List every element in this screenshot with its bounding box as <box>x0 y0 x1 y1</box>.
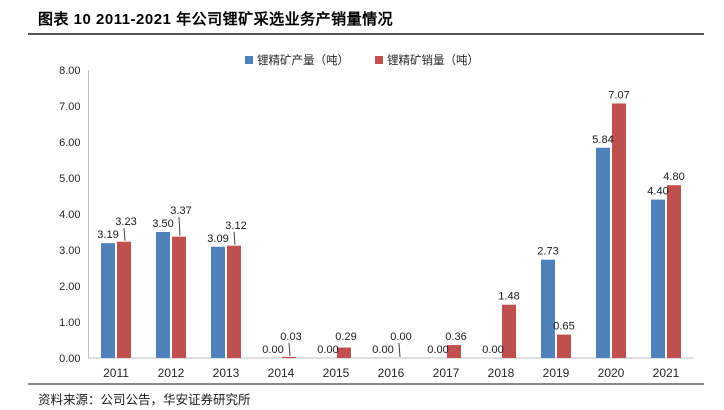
x-tick-label: 2012 <box>158 366 185 380</box>
bar-production <box>541 259 555 358</box>
value-label-production: 3.50 <box>152 218 173 230</box>
x-tick-label: 2013 <box>213 366 240 380</box>
bar-sales <box>667 185 681 358</box>
bar-sales <box>227 245 241 358</box>
x-tick-label: 2011 <box>103 366 129 380</box>
value-label-production: 3.09 <box>207 233 228 245</box>
source-note: 资料来源：公司公告，华安证券研究所 <box>38 393 251 407</box>
y-tick-label: 0.00 <box>59 353 80 365</box>
legend-item-sales: 锂精矿销量（吨） <box>375 52 479 68</box>
value-label-sales: 3.23 <box>115 216 136 228</box>
bar-sales <box>502 304 516 358</box>
value-label-production: 0.00 <box>372 344 393 356</box>
legend-label: 锂精矿销量（吨） <box>387 55 479 67</box>
y-tick-label: 2.00 <box>59 281 80 293</box>
legend-swatch-icon <box>375 56 383 64</box>
value-label-sales: 3.37 <box>170 205 191 217</box>
value-label-production: 2.73 <box>537 246 558 258</box>
value-label-production: 4.40 <box>647 186 668 198</box>
label-leader-line <box>288 342 291 356</box>
x-tick-label: 2015 <box>323 366 350 380</box>
y-tick-label: 4.00 <box>59 209 80 221</box>
value-label-production: 5.84 <box>592 134 613 146</box>
y-tick-label: 7.00 <box>59 101 80 113</box>
footer-divider <box>28 383 704 385</box>
bar-sales <box>447 345 461 358</box>
bar-sales <box>282 356 296 358</box>
bar-sales <box>337 347 351 358</box>
label-leader-line <box>178 216 181 236</box>
legend-item-production: 锂精矿产量（吨） <box>245 52 349 68</box>
y-tick-label: 6.00 <box>59 137 80 149</box>
label-leader-line <box>123 228 126 241</box>
x-tick-label: 2017 <box>433 366 460 380</box>
label-leader-line <box>398 342 401 358</box>
bar-production <box>211 246 225 358</box>
x-tick-label: 2014 <box>268 366 295 380</box>
x-tick-label: 2018 <box>488 366 515 380</box>
value-label-sales: 0.36 <box>445 331 466 343</box>
value-label-sales: 3.12 <box>225 220 246 232</box>
value-label-sales: 4.80 <box>663 171 684 183</box>
value-label-production: 3.19 <box>97 229 118 241</box>
value-label-production: 0.00 <box>482 344 503 356</box>
figure-title: 图表 10 2011-2021 年公司锂矿采选业务产销量情况 <box>38 11 394 28</box>
bar-production <box>101 243 115 358</box>
value-label-sales: 0.00 <box>390 331 411 343</box>
value-label-production: 0.00 <box>262 344 283 356</box>
value-label-sales: 0.65 <box>553 321 574 333</box>
value-label-sales: 7.07 <box>608 89 629 101</box>
value-label-production: 0.00 <box>317 344 338 356</box>
value-label-sales: 0.03 <box>280 331 301 343</box>
bar-production <box>651 199 665 358</box>
bar-sales <box>557 334 571 358</box>
value-label-production: 0.00 <box>427 344 448 356</box>
y-tick-label: 8.00 <box>59 65 80 77</box>
chart-legend: 锂精矿产量（吨） 锂精矿销量（吨） <box>0 52 724 68</box>
bar-sales <box>117 241 131 358</box>
x-tick-label: 2020 <box>598 366 625 380</box>
bar-production <box>596 147 610 358</box>
label-leader-line <box>233 231 236 245</box>
x-tick-label: 2021 <box>653 366 680 380</box>
x-tick-label: 2019 <box>543 366 570 380</box>
bar-production <box>156 232 170 358</box>
y-tick-label: 3.00 <box>59 245 80 257</box>
bar-sales <box>172 236 186 358</box>
x-tick-label: 2016 <box>378 366 405 380</box>
y-tick-label: 5.00 <box>59 173 80 185</box>
value-label-sales: 1.48 <box>498 291 519 303</box>
legend-label: 锂精矿产量（吨） <box>257 55 349 67</box>
value-label-sales: 0.29 <box>335 331 356 343</box>
bar-sales <box>612 103 626 358</box>
title-divider <box>28 33 704 35</box>
legend-swatch-icon <box>245 56 253 64</box>
y-tick-label: 1.00 <box>59 317 80 329</box>
